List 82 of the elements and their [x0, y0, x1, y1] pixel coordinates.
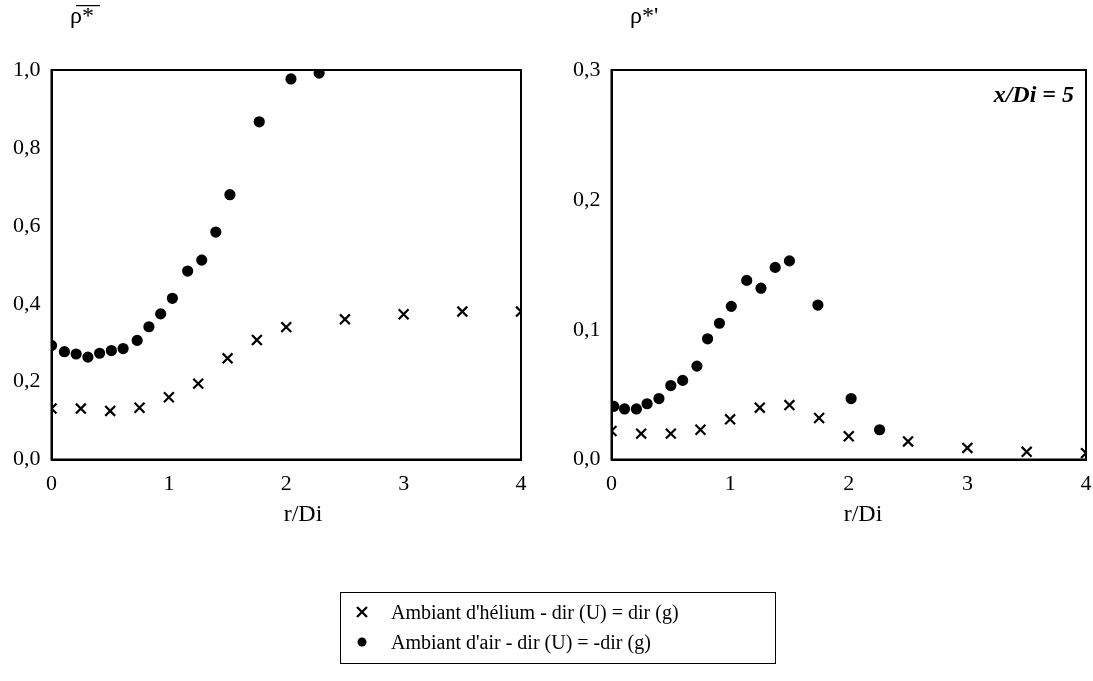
point [456, 305, 469, 318]
x-tick-label: 2 [843, 469, 855, 495]
point [224, 189, 236, 201]
point [143, 321, 155, 333]
point [162, 391, 175, 404]
point [961, 441, 974, 454]
point [117, 342, 129, 355]
point [845, 392, 857, 405]
point [58, 346, 71, 358]
point [182, 265, 194, 277]
point [70, 348, 82, 360]
point [313, 70, 325, 79]
x-axis-title: r/Di [282, 500, 324, 527]
point [701, 333, 714, 345]
point [131, 334, 143, 346]
point [902, 435, 915, 448]
x-tick-label: 0 [606, 469, 617, 495]
point [873, 424, 886, 436]
point [338, 313, 351, 326]
point [253, 116, 265, 128]
x-tick-label: 3 [398, 469, 410, 495]
point [74, 402, 87, 415]
x-tick-label: 0 [46, 469, 57, 495]
x-tick-label: 1 [163, 469, 175, 495]
point [653, 392, 665, 405]
point [641, 398, 653, 410]
point [82, 351, 94, 363]
point [1020, 445, 1033, 458]
point [769, 261, 781, 273]
point [691, 360, 703, 372]
y-tick-label: 0,1 [573, 315, 601, 341]
x-tick-label: 4 [515, 469, 527, 495]
point [280, 321, 293, 334]
point [250, 333, 263, 347]
point [677, 374, 689, 386]
point [94, 347, 106, 359]
y-tick-label: 0,4 [13, 289, 41, 315]
annotation: x/Di = 5 [992, 81, 1074, 108]
y-axis-title: ρ*' [630, 2, 659, 29]
point [210, 226, 222, 238]
point [285, 73, 297, 85]
point [665, 379, 677, 392]
y-tick-label: 0,3 [573, 55, 601, 81]
point [155, 308, 167, 320]
x-tick-label: 2 [280, 469, 292, 495]
point [192, 377, 205, 390]
point [664, 427, 677, 440]
point [713, 317, 726, 329]
y-tick-label: 0,0 [573, 445, 601, 471]
point [196, 254, 208, 266]
legend-label: Ambiant d'air - dir (U) = -dir (g) [391, 630, 651, 654]
y-tick-label: 0,6 [13, 211, 41, 237]
y-tick-label: 1,0 [13, 55, 41, 81]
y-tick-label: 0,2 [13, 367, 41, 393]
y-tick-label: 0,0 [13, 445, 41, 471]
x-axis-title: r/Di [842, 500, 884, 527]
point [694, 423, 707, 436]
x-tick-label: 4 [1080, 469, 1092, 495]
point [813, 411, 826, 425]
y-tick-label: 0,2 [573, 185, 601, 211]
point [755, 282, 767, 294]
point [397, 308, 410, 321]
point [166, 292, 178, 304]
point [105, 344, 117, 357]
legend-label: Ambiant d'hélium - dir (U) = dir (g) [391, 600, 679, 624]
x-tick-label: 3 [961, 469, 973, 495]
point [725, 300, 737, 312]
point [753, 401, 766, 414]
point [618, 403, 631, 415]
point [635, 427, 648, 440]
point [133, 401, 146, 414]
y-tick-label: 0,8 [13, 133, 41, 159]
point [104, 404, 117, 417]
point [812, 299, 824, 311]
x-tick-label: 1 [724, 469, 736, 495]
point [783, 399, 796, 412]
point [221, 352, 234, 365]
point [741, 274, 753, 286]
point [630, 403, 643, 415]
point [842, 430, 855, 443]
point [724, 413, 737, 426]
point [783, 255, 796, 267]
